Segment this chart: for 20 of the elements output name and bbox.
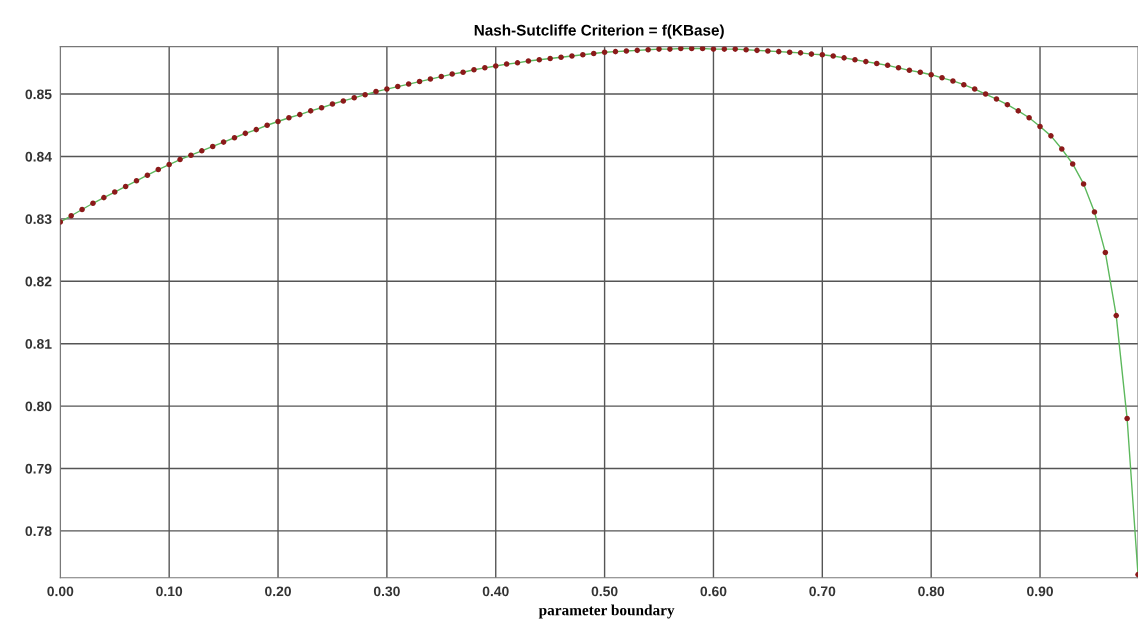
y-tick-label: 0.83 xyxy=(25,214,52,225)
y-tick-label: 0.85 xyxy=(25,89,52,100)
y-tick-label: 0.81 xyxy=(25,339,52,349)
x-tick-label: 0.80 xyxy=(918,586,945,597)
y-tick-label: 0.80 xyxy=(25,401,52,412)
x-tick-label: 0.00 xyxy=(47,586,74,597)
x-tick-label: 0.50 xyxy=(591,586,618,597)
y-tick-label: 0.79 xyxy=(25,463,52,474)
y-tick-label: 0.84 xyxy=(25,151,52,162)
x-tick-label: 0.40 xyxy=(482,586,509,597)
x-tick-label: 0.90 xyxy=(1027,586,1053,597)
x-tick-label: 0.10 xyxy=(156,586,183,597)
x-tick-label: 0.60 xyxy=(700,586,727,597)
x-axis-title: parameter boundary xyxy=(538,604,675,619)
x-tick-label: 0.20 xyxy=(265,586,291,597)
y-tick-label: 0.82 xyxy=(25,276,52,287)
chart-title: Nash-Sutcliffe Criterion = f(KBase) xyxy=(474,24,724,39)
x-tick-label: 0.70 xyxy=(809,586,836,597)
x-tick-label: 0.30 xyxy=(373,586,400,597)
y-tick-label: 0.78 xyxy=(25,526,52,537)
